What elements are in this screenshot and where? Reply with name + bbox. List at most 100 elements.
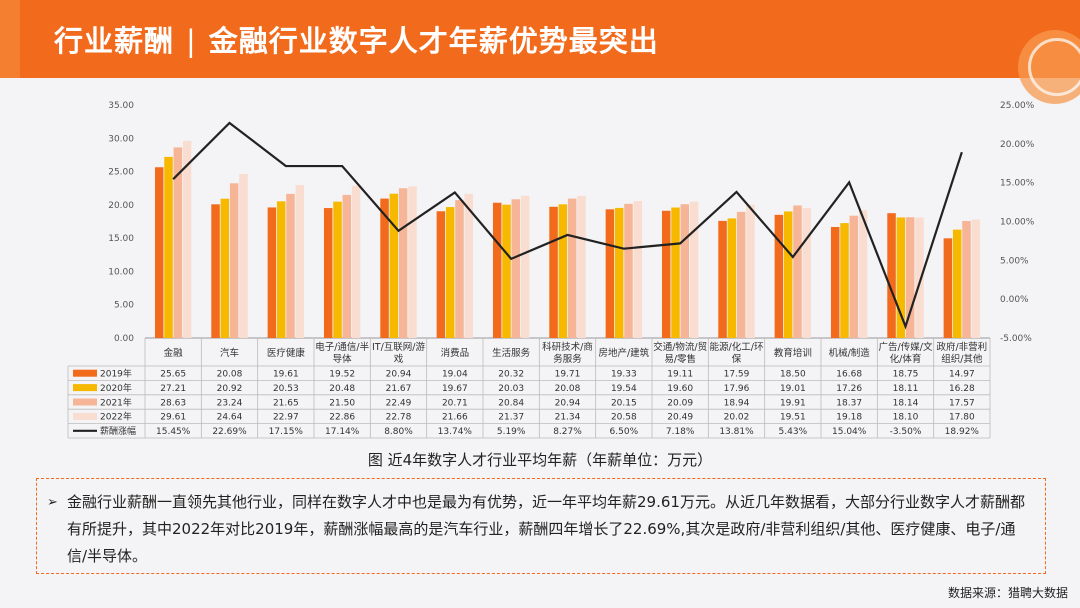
bar: [398, 188, 408, 338]
bar: [905, 217, 915, 338]
category-label: 金融: [164, 347, 184, 359]
y2-tick-label: 10.00%: [1000, 218, 1035, 228]
summary-text: 金融行业薪酬一直领先其他行业，同样在数字人才中也是最为有优势，近一年平均年薪29…: [67, 493, 1025, 565]
table-value: 17.80: [949, 413, 975, 423]
table-value: 23.24: [217, 398, 243, 408]
table-value: 18.94: [724, 398, 750, 408]
data-source: 数据来源：猎聘大数据: [947, 586, 1068, 600]
bar: [736, 211, 746, 338]
table-value: 17.57: [949, 398, 975, 408]
table-value: 15.45%: [156, 427, 191, 437]
table-value: 19.71: [555, 370, 581, 380]
y-tick-label: 5.00: [114, 301, 134, 311]
bar: [333, 201, 342, 338]
legend-label: 2019年: [100, 368, 132, 380]
bar: [445, 207, 455, 338]
category-label: 生活服务: [492, 347, 531, 359]
table-value: 19.67: [442, 384, 468, 394]
legend-swatch: [73, 384, 97, 392]
bar: [718, 220, 727, 338]
bar: [671, 207, 680, 338]
bar: [154, 167, 164, 338]
category-label: 汽车: [220, 347, 239, 359]
category-label: IT/互联网/游: [372, 341, 426, 353]
table-value: 17.96: [724, 384, 750, 394]
table-value: 22.97: [273, 413, 299, 423]
y2-tick-label: -5.00%: [1000, 334, 1032, 344]
table-value: 22.69%: [212, 427, 247, 437]
bar: [896, 217, 906, 338]
legend-label: 2022年: [100, 411, 132, 423]
y2-tick-label: 25.00%: [1000, 101, 1035, 111]
category-label: 广告/传媒/文: [879, 341, 933, 353]
category-label: 化/体育: [890, 353, 922, 365]
category-label: 电子/通信/半: [315, 341, 369, 353]
y2-tick-label: 5.00%: [1000, 256, 1029, 266]
y-tick-label: 0.00: [114, 334, 134, 344]
table-value: 20.09: [667, 398, 693, 408]
table-value: 6.50%: [610, 427, 639, 437]
bar: [323, 208, 333, 338]
table-value: 21.67: [386, 384, 412, 394]
table-value: 20.71: [442, 398, 468, 408]
bar: [511, 199, 521, 338]
table-value: 19.60: [667, 384, 693, 394]
bar: [577, 195, 586, 338]
bar: [492, 202, 502, 338]
category-label: 交通/物流/贸: [653, 341, 707, 353]
bar: [558, 204, 568, 338]
category-label: 戏: [394, 353, 404, 365]
table-value: 19.52: [329, 370, 355, 380]
category-label: 机械/制造: [829, 347, 871, 359]
bar: [229, 183, 239, 338]
category-label: 政府/非营利: [936, 341, 987, 353]
bar: [783, 211, 793, 338]
bar: [502, 204, 511, 338]
table-value: 15.04%: [832, 427, 867, 437]
table-value: 19.18: [836, 413, 862, 423]
bar: [793, 205, 802, 338]
table-value: 19.51: [780, 413, 806, 423]
table-value: -3.50%: [890, 427, 922, 437]
bar: [614, 207, 624, 338]
category-label: 易/零售: [664, 353, 696, 365]
bar: [286, 193, 295, 338]
table-value: 24.64: [217, 413, 243, 423]
bar: [840, 223, 849, 338]
bar: [689, 201, 699, 338]
table-value: 20.08: [555, 384, 581, 394]
table-value: 7.18%: [666, 427, 695, 437]
bar: [971, 219, 981, 338]
table-value: 20.94: [386, 370, 412, 380]
legend-swatch: [73, 369, 97, 377]
chart-caption: 图 近4年数字人才行业平均年薪（年薪单位：万元）: [367, 451, 713, 469]
category-label: 消费品: [441, 347, 470, 359]
table-value: 18.50: [780, 370, 806, 380]
bar: [858, 210, 868, 338]
bar: [211, 204, 220, 338]
table-value: 5.43%: [779, 427, 808, 437]
table-value: 16.68: [836, 370, 862, 380]
table-value: 17.59: [724, 370, 750, 380]
table-value: 21.65: [273, 398, 299, 408]
table-value: 19.54: [611, 384, 637, 394]
table-value: 17.15%: [269, 427, 304, 437]
table-value: 21.34: [555, 413, 581, 423]
table-value: 20.94: [555, 398, 581, 408]
bar: [182, 140, 192, 338]
table-value: 20.92: [217, 384, 243, 394]
bar: [276, 201, 286, 338]
table-value: 20.48: [329, 384, 355, 394]
bar: [746, 204, 755, 338]
bar: [520, 195, 530, 338]
bar: [464, 193, 474, 338]
summary-note: ➢ 金融行业薪酬一直领先其他行业，同样在数字人才中也是最为有优势，近一年平均年薪…: [36, 478, 1046, 574]
bar: [173, 147, 183, 338]
legend-label: 薪酬涨幅: [100, 425, 136, 437]
table-value: 8.27%: [553, 427, 582, 437]
table-value: 5.19%: [497, 427, 526, 437]
table-value: 19.04: [442, 370, 468, 380]
line-series-growth: [172, 121, 963, 330]
bar: [380, 198, 389, 338]
title-separator: |: [186, 24, 197, 58]
